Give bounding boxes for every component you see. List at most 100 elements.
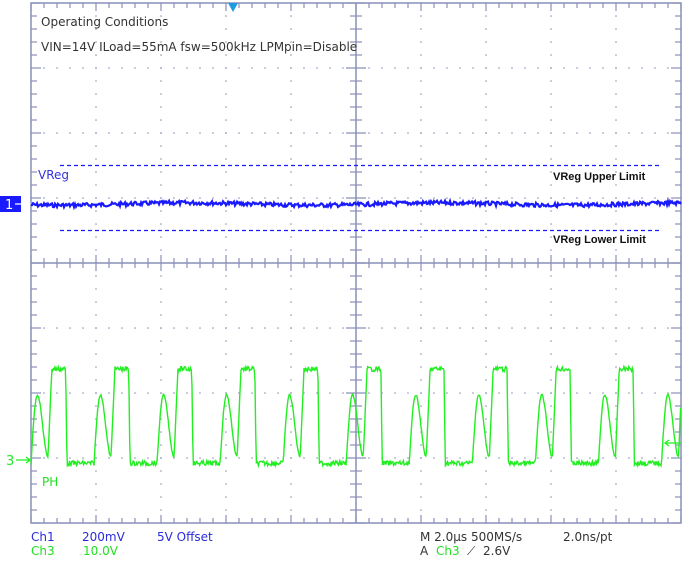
- grid-dot: [446, 392, 448, 394]
- grid-dot: [498, 197, 500, 199]
- grid-dot: [225, 366, 227, 368]
- grid-dot: [160, 171, 162, 173]
- grid-dot: [420, 80, 422, 82]
- grid-dot: [225, 275, 227, 277]
- grid-dot: [550, 158, 552, 160]
- grid-dot: [485, 184, 487, 186]
- ch3-marker-label: 3: [6, 454, 14, 469]
- ch3-arrow-icon: [16, 456, 32, 464]
- grid-dot: [420, 28, 422, 30]
- grid-dot: [420, 405, 422, 407]
- grid-dot: [329, 132, 331, 134]
- grid-dot: [615, 67, 617, 69]
- grid-dot: [212, 132, 214, 134]
- grid-dot: [407, 327, 409, 329]
- grid-dot: [225, 444, 227, 446]
- grid-dot: [95, 93, 97, 95]
- grid-dot: [420, 327, 422, 329]
- grid-dot: [160, 80, 162, 82]
- grid-dot: [615, 405, 617, 407]
- grid-dot: [186, 132, 188, 134]
- grid-dot: [225, 93, 227, 95]
- grid-dot: [173, 392, 175, 394]
- grid-dot: [485, 158, 487, 160]
- grid-dot: [277, 392, 279, 394]
- grid-dot: [511, 457, 513, 459]
- grid-dot: [225, 418, 227, 420]
- grid-dot: [225, 431, 227, 433]
- grid-dot: [485, 288, 487, 290]
- grid-dot: [485, 223, 487, 225]
- grid-dot: [472, 327, 474, 329]
- grid-dot: [485, 392, 487, 394]
- grid-dot: [264, 197, 266, 199]
- grid-dot: [654, 327, 656, 329]
- grid-dot: [420, 340, 422, 342]
- grid-dot: [420, 54, 422, 56]
- grid-dot: [160, 197, 162, 199]
- grid-dot: [615, 171, 617, 173]
- grid-dot: [225, 80, 227, 82]
- grid-dot: [615, 223, 617, 225]
- grid-dot: [329, 327, 331, 329]
- grid-dot: [160, 236, 162, 238]
- grid-dot: [407, 457, 409, 459]
- grid-dot: [82, 327, 84, 329]
- grid-dot: [485, 353, 487, 355]
- grid-dot: [95, 327, 97, 329]
- grid-dot: [420, 67, 422, 69]
- grid-dot: [420, 106, 422, 108]
- grid-dot: [641, 457, 643, 459]
- grid-dot: [199, 197, 201, 199]
- grid-dot: [641, 197, 643, 199]
- grid-dot: [615, 184, 617, 186]
- grid-dot: [95, 509, 97, 511]
- grid-dot: [160, 314, 162, 316]
- grid-dot: [381, 67, 383, 69]
- grid-dot: [108, 197, 110, 199]
- grid-dot: [121, 327, 123, 329]
- grid-dot: [550, 236, 552, 238]
- grid-dot: [147, 132, 149, 134]
- grid-dot: [368, 327, 370, 329]
- grid-dot: [459, 327, 461, 329]
- grid-dot: [316, 132, 318, 134]
- grid-dot: [69, 132, 71, 134]
- grid-dot: [290, 392, 292, 394]
- grid-dot: [225, 483, 227, 485]
- grid-dot: [108, 457, 110, 459]
- grid-dot: [563, 132, 565, 134]
- grid-dot: [641, 67, 643, 69]
- grid-dot: [160, 119, 162, 121]
- grid-dot: [238, 327, 240, 329]
- grid-dot: [485, 106, 487, 108]
- grid-dot: [82, 197, 84, 199]
- grid-dot: [524, 132, 526, 134]
- grid-dot: [550, 93, 552, 95]
- grid-dot: [485, 340, 487, 342]
- grid-dot: [485, 470, 487, 472]
- grid-dot: [485, 171, 487, 173]
- grid-dot: [550, 223, 552, 225]
- grid-dot: [615, 470, 617, 472]
- grid-dot: [433, 457, 435, 459]
- grid-dot: [329, 392, 331, 394]
- grid-dot: [485, 249, 487, 251]
- grid-dot: [485, 93, 487, 95]
- grid-dot: [290, 483, 292, 485]
- grid-dot: [225, 379, 227, 381]
- grid-dot: [160, 132, 162, 134]
- grid-dot: [485, 15, 487, 17]
- resolution-readout: 2.0ns/pt: [563, 530, 613, 544]
- grid-dot: [121, 457, 123, 459]
- grid-dot: [160, 249, 162, 251]
- grid-dot: [290, 431, 292, 433]
- grid-dot: [576, 457, 578, 459]
- grid-dot: [407, 197, 409, 199]
- grid-dot: [550, 210, 552, 212]
- grid-dot: [394, 67, 396, 69]
- grid-dot: [550, 483, 552, 485]
- ch1-marker-label: 1: [5, 198, 13, 213]
- vreg-lower-limit-label: VReg Lower Limit: [553, 234, 646, 246]
- grid-dot: [225, 236, 227, 238]
